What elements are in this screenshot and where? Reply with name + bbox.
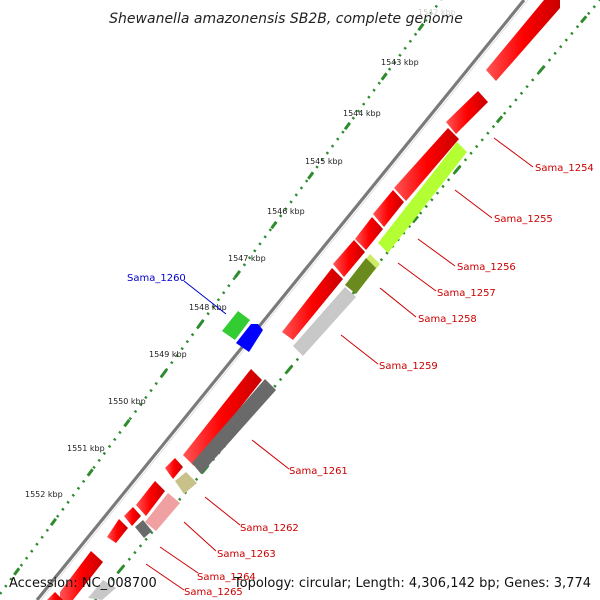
genome-summary-text: Topology: circular; Length: 4,306,142 bp… [233,576,591,591]
gene-label-sama-1265[interactable]: Sama_1265 [184,587,243,598]
genome-title: Shewanella amazonensis SB2B, complete ge… [109,11,463,27]
outer-major-tick [233,270,241,279]
kbp-labels: 1542 kbp 1543 kbp 1544 kbp 1545 kbp 1546… [25,8,456,499]
sama-1260-feature[interactable] [222,311,263,352]
outer-major-tick [123,418,131,428]
inner-major-tick [579,15,588,24]
kbp-label-1551: 1551 kbp [67,444,105,453]
kbp-label-1548: 1548 kbp [189,303,227,312]
outer-major-tick [417,22,425,32]
gene-label-sama-1264[interactable]: Sama_1264 [197,572,256,583]
outer-major-tick [343,121,352,131]
outer-major-tick [196,319,205,329]
outer-major-tick [49,517,58,527]
gene-labels: Sama_1254 Sama_1255 Sama_1256 Sama_1257 … [127,163,594,598]
inner-major-tick [411,215,420,224]
gene-label-sama-1255[interactable]: Sama_1255 [494,214,553,225]
outer-major-tick [380,72,388,81]
inner-major-tick [285,365,293,374]
forward-strand-genes[interactable] [88,142,467,600]
genome-backbone [35,0,529,600]
gene-label-sama-1259[interactable]: Sama_1259 [379,361,438,372]
outer-major-tick [160,369,168,378]
kbp-ticks [13,15,588,576]
kbp-label-1552: 1552 kbp [25,490,63,499]
label-leaders [145,137,534,591]
gene-label-sama-1256[interactable]: Sama_1256 [457,262,516,273]
kbp-label-1546: 1546 kbp [267,207,305,216]
inner-major-tick [495,115,504,124]
outer-major-tick [307,171,315,180]
outer-major-tick [86,468,94,477]
outer-major-tick [270,220,278,230]
kbp-label-1544: 1544 kbp [343,109,381,118]
gene-label-sama-1254[interactable]: Sama_1254 [535,163,594,174]
kbp-label-1547: 1547 kbp [228,254,266,263]
gene-label-sama-1258[interactable]: Sama_1258 [418,314,477,325]
outer-dotted-track [0,0,443,595]
inner-major-tick [537,65,546,74]
kbp-label-1545: 1545 kbp [305,157,343,166]
gene-label-sama-1257[interactable]: Sama_1257 [437,288,496,299]
kbp-label-1550: 1550 kbp [108,397,146,406]
gene-label-sama-1262[interactable]: Sama_1262 [240,523,299,534]
gene-label-sama-1260[interactable]: Sama_1260 [127,273,186,284]
kbp-label-1549: 1549 kbp [149,350,187,359]
kbp-label-1543: 1543 kbp [381,58,419,67]
gene-label-sama-1263[interactable]: Sama_1263 [217,549,276,560]
outer-major-tick [13,567,21,576]
kbp-label-1542: 1542 kbp [418,8,456,17]
reverse-strand-genes[interactable] [47,0,560,600]
inner-major-tick [453,165,462,174]
inner-major-tick [117,565,125,574]
gene-label-sama-1261[interactable]: Sama_1261 [289,466,348,477]
accession-text: Accession: NC_008700 [9,576,157,591]
